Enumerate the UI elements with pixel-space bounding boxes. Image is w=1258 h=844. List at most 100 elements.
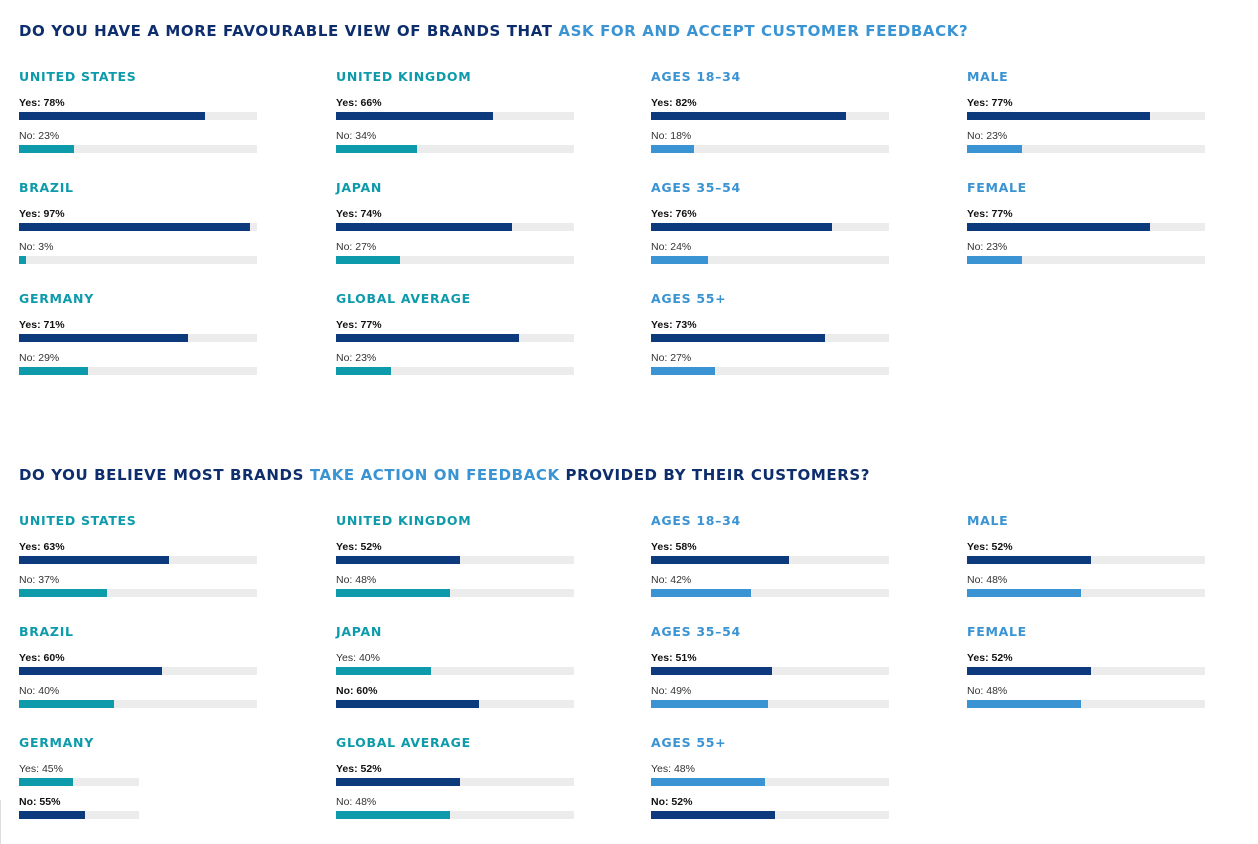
bar-fill [651,556,790,564]
bar-label: Yes: 40% [336,652,380,664]
bar-track [19,367,257,375]
bar-fill [336,145,417,153]
bar-row: No: 40% [19,684,259,708]
group-title: GLOBAL AVERAGE [336,291,471,306]
bar-track [19,589,257,597]
bar-fill [651,223,832,231]
bar-group: GLOBAL AVERAGE Yes: 52% No: 48% [336,734,576,819]
bar-group: JAPAN Yes: 40% No: 60% [336,623,576,708]
bar-fill [967,667,1091,675]
group-title: GERMANY [19,735,94,750]
bar-row: No: 52% [651,795,891,819]
group-title: UNITED STATES [19,513,137,528]
bar-group: AGES 18–34 Yes: 82% No: 18% [651,68,891,153]
bar-group: UNITED KINGDOM Yes: 66% No: 34% [336,68,576,153]
bar-fill [19,556,169,564]
bar-track [651,811,889,819]
bar-row: No: 60% [336,684,576,708]
bar-fill [19,223,250,231]
bar-fill [651,778,766,786]
bar-track [967,223,1205,231]
group-title: JAPAN [336,624,382,639]
bar-track [967,112,1205,120]
bar-label: Yes: 60% [19,652,65,664]
bar-track [336,367,574,375]
bar-group: UNITED STATES Yes: 78% No: 23% [19,68,259,153]
bar-fill [651,256,709,264]
bar-row: No: 42% [651,573,891,597]
group-title: AGES 35–54 [651,624,741,639]
bar-row: Yes: 97% [19,207,259,231]
bar-fill [651,589,751,597]
bar-row: No: 23% [967,240,1207,264]
bar-label: Yes: 82% [651,97,697,109]
bar-fill [967,145,1022,153]
bar-group: AGES 55+ Yes: 48% No: 52% [651,734,891,819]
bar-fill [336,778,460,786]
bar-fill [19,778,73,786]
bar-track [967,145,1205,153]
bar-label: No: 48% [336,796,377,808]
bar-row: Yes: 52% [336,762,576,786]
bar-fill [336,556,460,564]
bar-row: No: 18% [651,129,891,153]
section-title-text: PROVIDED BY THEIR CUSTOMERS? [559,466,871,484]
bar-track [19,667,257,675]
bar-track [651,145,889,153]
bar-row: Yes: 60% [19,651,259,675]
bar-track [336,667,574,675]
bar-fill [651,334,825,342]
bar-group: JAPAN Yes: 74% No: 27% [336,179,576,264]
bar-label: Yes: 52% [336,763,382,775]
bar-fill [967,589,1082,597]
bar-group: AGES 55+ Yes: 73% No: 27% [651,290,891,375]
bar-label: Yes: 52% [967,652,1013,664]
bar-group: BRAZIL Yes: 97% No: 3% [19,179,259,264]
bar-row: Yes: 82% [651,96,891,120]
bar-row: Yes: 76% [651,207,891,231]
bar-label: Yes: 74% [336,208,382,220]
bar-label: Yes: 77% [967,97,1013,109]
bar-track [19,811,139,819]
bar-fill [336,667,432,675]
bar-row: Yes: 71% [19,318,259,342]
bar-label: No: 18% [651,130,692,142]
bar-fill [967,223,1151,231]
bar-label: Yes: 63% [19,541,65,553]
bar-fill [651,145,694,153]
bar-row: No: 3% [19,240,259,264]
bar-label: Yes: 58% [651,541,697,553]
bar-row: No: 23% [336,351,576,375]
bar-row: Yes: 45% [19,762,259,786]
bar-row: Yes: 77% [967,96,1207,120]
bar-row: No: 23% [19,129,259,153]
bar-row: No: 48% [967,684,1207,708]
group-title: AGES 35–54 [651,180,741,195]
bar-label: No: 40% [19,685,60,697]
bar-track [336,334,574,342]
bar-track [967,256,1205,264]
bar-track [651,589,889,597]
bar-row: No: 27% [651,351,891,375]
bar-fill [651,667,773,675]
bar-label: Yes: 52% [967,541,1013,553]
bar-label: Yes: 78% [19,97,65,109]
bar-row: Yes: 77% [336,318,576,342]
bar-track [19,223,257,231]
bar-track [19,112,257,120]
bar-track [336,112,574,120]
bar-label: No: 52% [651,796,693,808]
bar-track [967,589,1205,597]
bar-group: AGES 35–54 Yes: 51% No: 49% [651,623,891,708]
section-title: DO YOU BELIEVE MOST BRANDS TAKE ACTION O… [19,466,870,484]
group-title: GERMANY [19,291,94,306]
bar-fill [336,334,520,342]
bar-fill [19,667,162,675]
bar-track [336,145,574,153]
bar-row: No: 37% [19,573,259,597]
bar-label: No: 29% [19,352,60,364]
bar-row: No: 29% [19,351,259,375]
bar-row: No: 55% [19,795,259,819]
bar-fill [19,367,89,375]
bar-label: No: 23% [967,130,1008,142]
